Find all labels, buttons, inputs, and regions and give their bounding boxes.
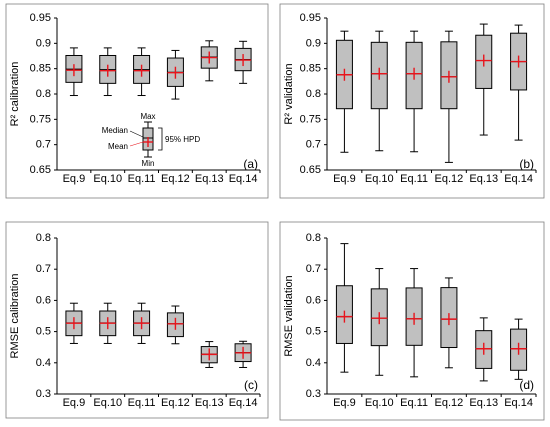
y-tick-label: 0.4 (306, 357, 321, 369)
x-tick-label: Eq.13 (469, 173, 498, 185)
y-tick-label: 0.7 (306, 139, 321, 151)
y-tick-label: 0.65 (300, 164, 321, 176)
panel-c: RMSE calibration (c) 0.3 0.4 0.5 0.6 0.7 0.8 E… (5, 221, 269, 419)
y-tick-label: 0.5 (36, 326, 51, 338)
boxplot-legend: Max Median Mean Min 95% HPD (102, 112, 201, 168)
x-tick-label: Eq.13 (195, 173, 224, 185)
x-tick-label: Eq.13 (195, 397, 224, 409)
panel-label: (c) (244, 378, 258, 392)
x-tick-label: Eq.9 (333, 173, 356, 185)
legend-pointer-mean (129, 141, 144, 147)
legend-hpd-label: 95% HPD (165, 135, 200, 144)
x-tick-label: Eq.10 (365, 397, 394, 409)
legend-mean-label: Mean (108, 142, 128, 151)
y-tick-label: 0.8 (306, 232, 321, 244)
panel-frame (5, 3, 269, 199)
y-tick-label: 0.3 (36, 388, 51, 400)
y-axis-label: R² validation (283, 63, 295, 124)
y-axis-label: RMSE validation (283, 275, 295, 356)
x-tick-label: Eq.14 (229, 397, 258, 409)
x-tick-label: Eq.9 (333, 397, 356, 409)
y-tick-label: 0.85 (300, 63, 321, 75)
x-tick-label: Eq.11 (128, 173, 156, 185)
panel-label: (d) (519, 378, 534, 392)
y-tick-label: 0.6 (306, 294, 321, 306)
plot-area: 0.3 0.4 0.5 0.6 0.7 0.8 Eq.9 Eq.10 Eq.11 Eq.12 Eq.… (36, 232, 261, 409)
x-tick-label: Eq.12 (435, 173, 464, 185)
y-tick-label: 0.7 (306, 263, 321, 275)
x-tick-label: Eq.14 (504, 397, 533, 409)
x-tick-label: Eq.14 (229, 173, 258, 185)
y-tick-label: 0.95 (30, 12, 51, 24)
x-tick-label: Eq.11 (128, 397, 156, 409)
y-axis-label: R² calibration (9, 62, 21, 127)
y-tick-label: 0.9 (36, 37, 51, 49)
x-tick-label: Eq.14 (504, 173, 533, 185)
x-tick-label: Eq.9 (63, 173, 86, 185)
y-tick-label: 0.65 (30, 164, 51, 176)
y-tick-label: 0.8 (306, 88, 321, 100)
plot-area: 0.65 0.7 0.75 0.8 0.85 0.9 0.95 Eq.9 Eq.10 Eq.11 E… (300, 12, 537, 185)
legend-max-label: Max (140, 112, 155, 121)
y-tick-label: 0.3 (306, 388, 321, 400)
y-tick-label: 0.5 (306, 326, 321, 338)
x-tick-label: Eq.12 (161, 173, 190, 185)
y-tick-label: 0.7 (36, 139, 51, 151)
x-tick-label: Eq.10 (93, 173, 122, 185)
panel-label: (b) (519, 157, 534, 171)
panel-label: (a) (243, 157, 258, 171)
y-tick-label: 0.9 (306, 37, 321, 49)
y-tick-label: 0.6 (36, 294, 51, 306)
panel-d: RMSE validation (d) 0.3 0.4 0.5 0.6 0.7 0.8 Eq… (279, 221, 545, 421)
y-tick-label: 0.4 (36, 357, 51, 369)
y-tick-label: 0.7 (36, 263, 51, 275)
x-tick-label: Eq.11 (400, 173, 428, 185)
panel-b: R² validation (b) 0.650.70.750.80.850.90… (279, 3, 545, 199)
x-tick-label: Eq.12 (161, 397, 190, 409)
x-tick-label: Eq.11 (400, 397, 428, 409)
x-tick-label: Eq.10 (365, 173, 394, 185)
legend-min-label: Min (142, 159, 155, 168)
y-tick-label: 0.75 (30, 113, 51, 125)
y-tick-label: 0.95 (300, 12, 321, 24)
panel-a: R² calibration (a) 0.65 0.7 0.75 0.8 0.85 0.9… (5, 3, 269, 199)
y-tick-label: 0.8 (36, 232, 51, 244)
legend-hpd-bracket (158, 127, 163, 151)
plot-area: 0.3 0.4 0.5 0.6 0.7 0.8 Eq.9 Eq.10 Eq.11 Eq.12 Eq.… (306, 232, 537, 409)
legend-median-label: Median (102, 126, 128, 135)
y-tick-label: 0.75 (300, 113, 321, 125)
x-tick-label: Eq.9 (63, 397, 86, 409)
x-tick-label: Eq.12 (435, 397, 464, 409)
plot-area: 0.65 0.7 0.75 0.8 0.85 0.9 0.95 Eq.9 Eq.10 Eq.11 E… (30, 12, 261, 185)
legend-pointer-median (129, 130, 144, 138)
x-tick-label: Eq.13 (469, 397, 498, 409)
y-tick-label: 0.85 (30, 63, 51, 75)
y-axis-label: RMSE calibration (9, 274, 21, 359)
x-tick-label: Eq.10 (93, 397, 122, 409)
y-tick-label: 0.8 (36, 88, 51, 100)
